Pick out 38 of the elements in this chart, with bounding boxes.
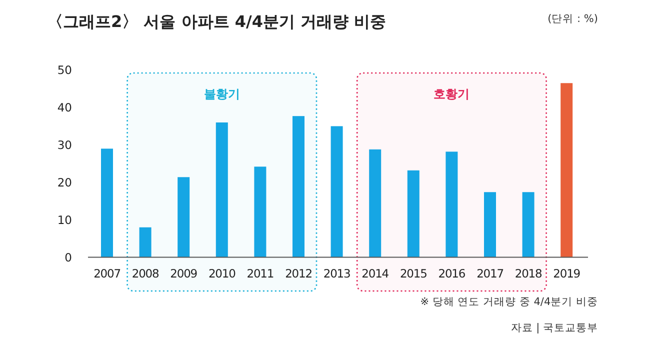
x-tick-label: 2013 xyxy=(323,266,351,280)
bar xyxy=(139,227,152,258)
text: ※ 당해 연도 거래량 중 4/4분기 비중 xyxy=(420,296,598,308)
x-tick-label: 2010 xyxy=(208,266,236,280)
y-tick-label: 50 xyxy=(57,63,72,77)
bar xyxy=(484,192,496,258)
bar xyxy=(178,177,190,258)
bar xyxy=(522,192,534,258)
bar xyxy=(330,126,343,258)
band-label: 호황기 xyxy=(434,87,470,101)
text: 자료 | 국토교통부 xyxy=(510,322,598,334)
y-tick-label: 10 xyxy=(57,212,72,227)
bar xyxy=(254,166,266,258)
bar xyxy=(407,170,420,258)
y-tick-label: 40 xyxy=(57,100,72,114)
y-tick-label: 30 xyxy=(57,138,72,152)
band-label: 불황기 xyxy=(204,87,240,101)
x-tick-label: 2017 xyxy=(476,266,504,280)
x-tick-label: 2011 xyxy=(246,266,274,280)
x-tick-label: 2009 xyxy=(170,266,198,280)
bar xyxy=(560,83,573,258)
x-tick-label: 2012 xyxy=(285,266,312,280)
bar xyxy=(101,148,113,258)
text: (단위 : %) xyxy=(548,13,598,25)
chart-title: 〈그래프2〉 서울 아파트 4/4분기 거래량 비중 xyxy=(47,12,386,31)
x-tick-label: 2014 xyxy=(362,266,389,280)
x-tick-label: 2019 xyxy=(553,266,580,280)
x-tick-label: 2018 xyxy=(514,266,542,280)
bar xyxy=(369,149,382,258)
bar xyxy=(446,152,458,258)
x-tick-label: 2016 xyxy=(438,266,466,280)
x-tick-label: 2007 xyxy=(94,266,121,280)
y-tick-label: 0 xyxy=(64,250,72,264)
x-tick-label: 2008 xyxy=(132,266,160,280)
x-tick-label: 2015 xyxy=(400,266,428,280)
bar xyxy=(216,122,228,258)
y-tick-label: 20 xyxy=(57,175,72,190)
bar xyxy=(292,116,304,258)
